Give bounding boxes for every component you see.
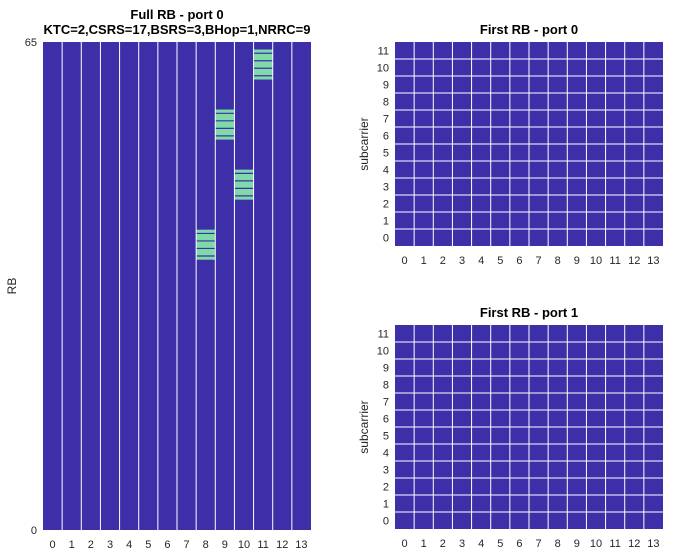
port1-ytick-label: 4 [383,448,389,460]
port0-ytick-label: 0 [383,233,389,245]
port0-xtick-label: 12 [628,255,640,267]
full-xtick-label: 7 [184,539,190,551]
highlight-block-0 [196,229,216,260]
full-ylabel: RB [5,278,19,295]
port0-ytick-label: 10 [377,63,389,75]
port1-ytick-label: 9 [383,363,389,375]
port1-ytick-label: 11 [378,329,389,341]
port0-xtick-label: 13 [647,255,659,267]
port0-ytick-label: 6 [383,131,389,143]
full-xtick-label: 1 [69,539,75,551]
highlight-block-2 [234,169,254,200]
full-xtick-label: 10 [238,539,250,551]
chart-full [43,42,311,530]
port0-ylabel: subcarrier [357,117,371,170]
full-xtick-label: 2 [88,539,94,551]
port1-ytick-label: 1 [383,499,389,511]
port0-xtick-label: 0 [402,255,408,267]
port1-xtick-label: 3 [459,538,465,550]
port0-ytick-label: 2 [383,199,389,211]
port1-xtick-label: 1 [421,538,427,550]
port0-xtick-label: 1 [421,255,427,267]
full-xtick-label: 6 [164,539,170,551]
chart-port0 [395,42,663,246]
port0-xtick-label: 4 [478,255,484,267]
port1-xtick-label: 2 [440,538,446,550]
port1-ytick-label: 5 [383,431,389,443]
port0-title-line: First RB - port 0 [480,22,578,37]
full-ytick-label: 65 [25,37,37,49]
port0-xtick-label: 6 [516,255,522,267]
full-title-line: Full RB - port 0 [130,7,223,22]
full-xtick-label: 12 [276,539,288,551]
port1-xtick-label: 9 [574,538,580,550]
port0-ytick-label: 11 [378,46,389,58]
full-xtick-label: 3 [107,539,113,551]
port1-ylabel: subcarrier [357,400,371,453]
port1-title-line: First RB - port 1 [480,305,578,320]
port1-xtick-label: 13 [647,538,659,550]
port0-xtick-label: 2 [440,255,446,267]
full-ytick-label: 0 [31,525,37,537]
port1-xtick-label: 6 [516,538,522,550]
port0-ytick-label: 3 [383,182,389,194]
full-xtick-label: 9 [222,539,228,551]
full-xtick-label: 11 [257,539,268,551]
port0-ytick-label: 5 [383,148,389,160]
port1-xtick-label: 8 [555,538,561,550]
highlight-block-1 [215,109,235,140]
port0-ytick-label: 4 [383,165,389,177]
port1-xtick-label: 4 [478,538,484,550]
port0-xtick-label: 11 [609,255,620,267]
full-xtick-label: 0 [50,539,56,551]
port1-ytick-label: 8 [383,380,389,392]
port0-xtick-label: 3 [459,255,465,267]
port0-ytick-label: 7 [383,114,389,126]
port1-xtick-label: 10 [590,538,602,550]
port1-xtick-label: 12 [628,538,640,550]
port0-xtick-label: 7 [536,255,542,267]
full-xtick-label: 8 [203,539,209,551]
port1-ytick-label: 0 [383,516,389,528]
port1-xtick-label: 5 [497,538,503,550]
port0-ytick-label: 1 [383,216,389,228]
port1-ytick-label: 3 [383,465,389,477]
chart-port1 [395,325,663,529]
port0-xtick-label: 5 [497,255,503,267]
full-xtick-label: 13 [295,539,307,551]
port0-ytick-label: 8 [383,97,389,109]
full-title-line: KTC=2,CSRS=17,BSRS=3,BHop=1,NRRC=9 [44,22,311,37]
full-xtick-label: 5 [145,539,151,551]
port0-xtick-label: 9 [574,255,580,267]
port0-xtick-label: 10 [590,255,602,267]
port1-xtick-label: 0 [402,538,408,550]
port0-xtick-label: 8 [555,255,561,267]
port0-ytick-label: 9 [383,80,389,92]
port1-ytick-label: 2 [383,482,389,494]
port1-xtick-label: 11 [609,538,620,550]
port1-ytick-label: 7 [383,397,389,409]
port1-ytick-label: 6 [383,414,389,426]
port1-ytick-label: 10 [377,346,389,358]
port1-xtick-label: 7 [536,538,542,550]
highlight-block-3 [253,49,273,80]
full-xtick-label: 4 [126,539,132,551]
